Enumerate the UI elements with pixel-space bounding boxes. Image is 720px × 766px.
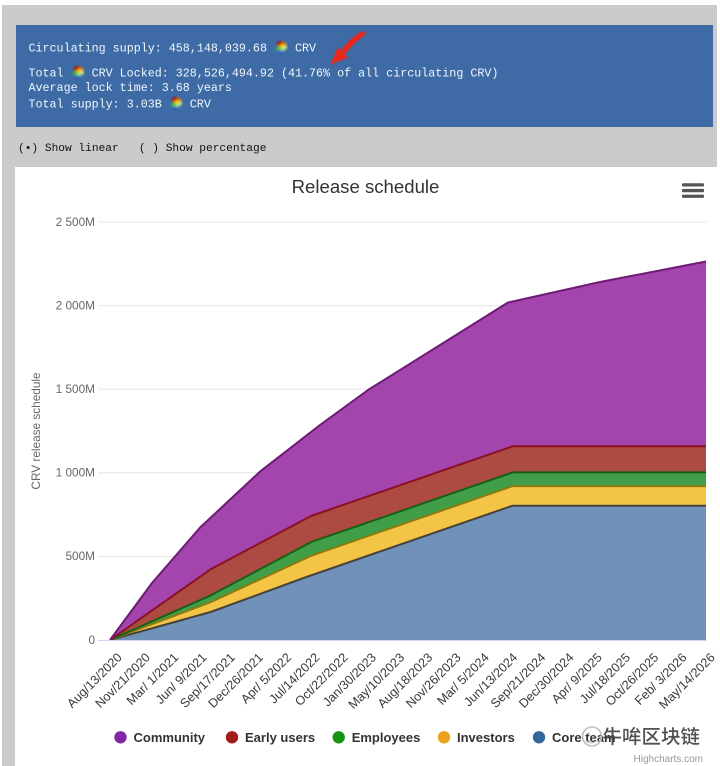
svg-text:Release schedule: Release schedule bbox=[292, 176, 440, 197]
svg-text:0: 0 bbox=[88, 633, 95, 647]
svg-text:1 500M: 1 500M bbox=[56, 382, 95, 396]
svg-text:Highcharts.com: Highcharts.com bbox=[634, 754, 703, 765]
svg-text:500M: 500M bbox=[65, 549, 95, 563]
svg-text:Early users: Early users bbox=[245, 730, 315, 745]
svg-text:Community: Community bbox=[134, 730, 206, 745]
svg-text:1 000M: 1 000M bbox=[56, 466, 95, 480]
svg-text:Employees: Employees bbox=[352, 730, 421, 745]
svg-text:2 000M: 2 000M bbox=[56, 298, 95, 312]
svg-text:2 500M: 2 500M bbox=[56, 215, 95, 229]
svg-text:CRV release schedule: CRV release schedule bbox=[29, 372, 43, 490]
svg-text:Investors: Investors bbox=[457, 730, 515, 745]
